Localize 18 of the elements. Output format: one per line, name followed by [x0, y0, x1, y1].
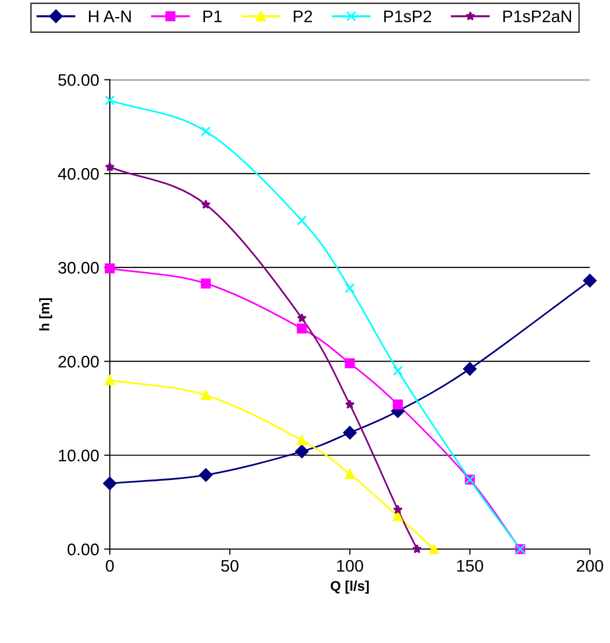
legend-label: P1: [203, 10, 222, 22]
x-tick-label: 200: [576, 560, 604, 572]
x-tick-label: 0: [106, 560, 114, 572]
y-tick-label: 40.00: [58, 168, 99, 180]
y-tick-label: 20.00: [58, 356, 99, 368]
legend-label: P1sP2: [384, 10, 432, 22]
x-tick-label: 150: [457, 560, 484, 572]
y-tick-label: 10.00: [58, 450, 99, 462]
x-tick-label: 50: [221, 560, 238, 572]
y-tick-label: 30.00: [58, 262, 99, 274]
legend-label: H A-N: [89, 10, 131, 22]
x-tick-label: 100: [337, 560, 364, 572]
legend-label: P1sP2aN: [503, 10, 572, 22]
y-tick-label: 50.00: [58, 74, 99, 86]
y-tick-label: 0.00: [68, 544, 99, 556]
x-axis-title: Q [l/s]: [330, 580, 369, 594]
y-axis-title: h [m]: [39, 298, 52, 330]
legend-label: P2: [294, 10, 312, 22]
